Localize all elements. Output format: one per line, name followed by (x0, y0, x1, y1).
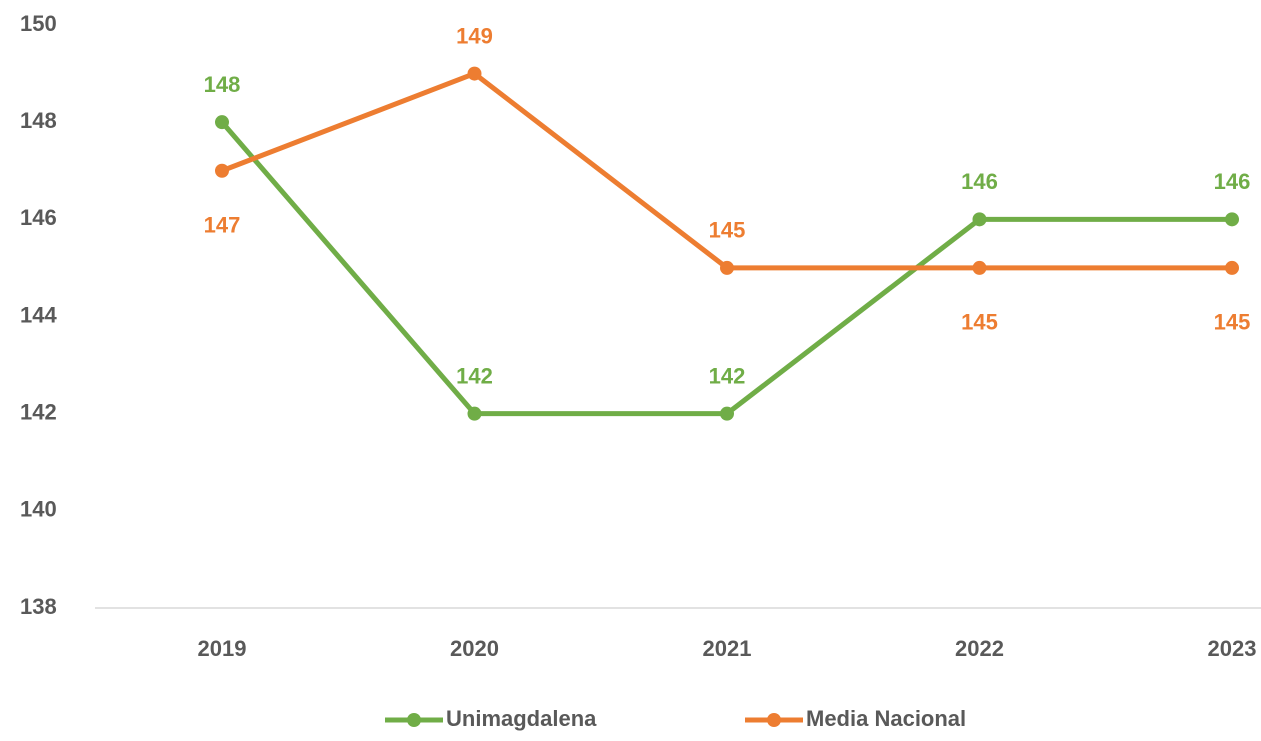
data-label: 142 (456, 363, 493, 388)
data-point (1225, 260, 1239, 275)
y-tick-label: 150 (20, 11, 57, 36)
x-tick-label: 2023 (1208, 636, 1257, 661)
data-label: 145 (709, 218, 746, 243)
x-tick-label: 2019 (198, 636, 247, 661)
data-point (720, 406, 734, 421)
data-point (972, 212, 987, 227)
data-label: 145 (961, 310, 998, 335)
y-tick-label: 144 (20, 302, 57, 327)
legend-swatch-dot (407, 713, 421, 727)
data-label: 149 (456, 23, 493, 48)
data-point (1225, 212, 1239, 227)
x-tick-label: 2021 (703, 636, 752, 661)
data-point (215, 115, 229, 130)
legend-label: Unimagdalena (446, 706, 597, 731)
y-tick-label: 140 (20, 497, 57, 522)
data-label: 148 (204, 72, 241, 97)
data-label: 146 (961, 169, 998, 194)
legend-swatch-dot (767, 713, 781, 727)
y-tick-label: 146 (20, 205, 57, 230)
legend-label: Media Nacional (806, 706, 966, 731)
data-label: 145 (1214, 310, 1251, 335)
data-point (215, 163, 229, 178)
y-tick-label: 138 (20, 594, 57, 619)
data-label: 147 (204, 213, 241, 238)
y-tick-label: 148 (20, 108, 57, 133)
data-point (972, 260, 987, 275)
data-label: 142 (709, 363, 746, 388)
data-point (720, 260, 734, 275)
data-point (467, 66, 482, 81)
y-tick-label: 142 (20, 399, 57, 424)
x-tick-label: 2022 (955, 636, 1004, 661)
x-tick-label: 2020 (450, 636, 499, 661)
data-point (467, 406, 482, 421)
data-label: 146 (1214, 169, 1251, 194)
